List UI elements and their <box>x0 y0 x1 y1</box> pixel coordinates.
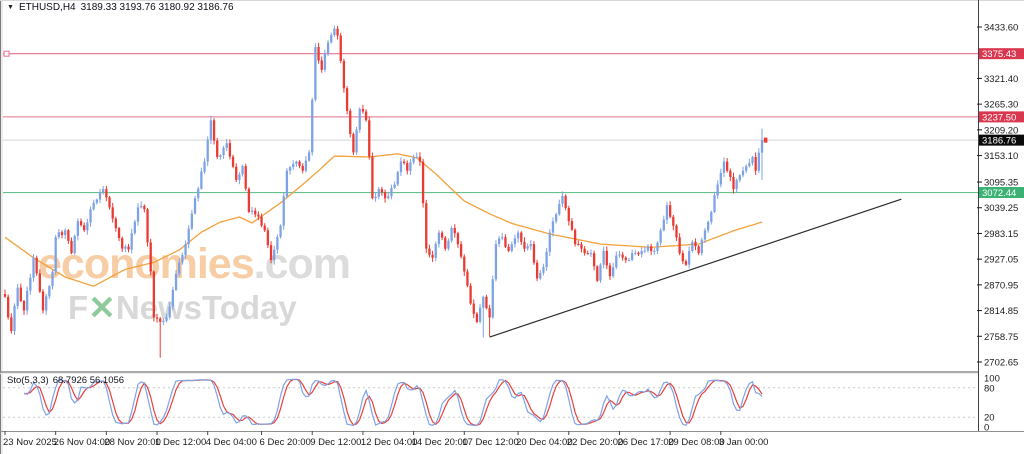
price-tick-label: 3095.35 <box>984 178 1018 189</box>
indicator-label: Sto(5,3,3) 68.7926 56.1056 <box>7 375 128 386</box>
chart-plot-area[interactable] <box>3 0 978 371</box>
price-tick-label: 2758.75 <box>984 332 1018 343</box>
indicator-name: Sto(5,3,3) <box>7 375 49 386</box>
price-tick-label: 2814.85 <box>984 306 1018 317</box>
symbol-label: ETHUSD,H4 <box>18 2 76 13</box>
price-badge <box>979 48 1024 60</box>
time-tick-label: 6 Dec 20:00 <box>260 437 311 448</box>
stoch-axis-label: 100 <box>984 374 1000 385</box>
price-tick-label: 2702.65 <box>984 357 1018 368</box>
price-tick-label: 3209.20 <box>984 125 1018 136</box>
time-axis[interactable] <box>0 431 1024 454</box>
price-tick-label: 2983.15 <box>984 229 1018 240</box>
time-tick-label: 23 Nov 2025 <box>3 437 57 448</box>
time-tick-label: 4 Dec 04:00 <box>206 437 257 448</box>
symbol-ohlc-readout: 3189.33 3193.76 3180.92 3186.76 <box>80 2 234 13</box>
indicator-values: 68.7926 56.1056 <box>52 375 125 386</box>
price-tick-label: 2927.05 <box>984 255 1018 266</box>
last-price-marker <box>763 137 768 143</box>
price-badge-label: 3186.76 <box>982 136 1016 147</box>
time-tick-label: 26 Nov 04:00 <box>54 437 111 448</box>
stoch-axis-label: 20 <box>984 413 995 424</box>
time-tick-label: 12 Dec 04:00 <box>361 437 418 448</box>
ascending-trendline[interactable] <box>489 198 902 338</box>
time-tick-label: 22 Dec 20:00 <box>567 437 624 448</box>
stoch-signal-line <box>23 378 763 426</box>
time-tick-label: 26 Dec 17:00 <box>617 437 674 448</box>
symbol-title-bar: ▼ ETHUSD,H4 3189.33 3193.76 3180.92 3186… <box>7 2 234 13</box>
price-badge-label: 3375.43 <box>982 49 1016 60</box>
line-anchor-handle[interactable] <box>3 50 10 57</box>
price-badge <box>979 111 1024 123</box>
price-badge <box>979 187 1024 199</box>
price-tick-label: 3321.40 <box>984 74 1018 85</box>
stoch-main-line <box>23 378 763 427</box>
time-tick-label: 3 Jan 00:00 <box>719 437 769 448</box>
time-tick-label: 28 Nov 20:00 <box>104 437 161 448</box>
price-badge <box>979 134 1024 146</box>
candlestick-series <box>3 25 764 358</box>
price-tick-label: 3153.10 <box>984 151 1018 162</box>
symbol-dropdown-icon[interactable]: ▼ <box>7 4 14 11</box>
stoch-axis-label: 80 <box>984 383 995 394</box>
price-tick-label: 3265.30 <box>984 100 1018 111</box>
price-axis[interactable] <box>979 0 1024 431</box>
time-tick-label: 20 Dec 04:00 <box>516 437 573 448</box>
time-tick-label: 14 Dec 20:00 <box>412 437 469 448</box>
price-tick-label: 2870.95 <box>984 280 1018 291</box>
time-tick-label: 17 Dec 12:00 <box>462 437 519 448</box>
time-tick-label: 9 Dec 12:00 <box>310 437 361 448</box>
time-tick-label: 29 Dec 08:00 <box>668 437 725 448</box>
price-badge-label: 3237.50 <box>982 112 1016 123</box>
price-tick-label: 3433.60 <box>984 23 1018 34</box>
price-badge-label: 3072.44 <box>982 188 1016 199</box>
price-tick-label: 3039.25 <box>984 203 1018 214</box>
indicator-pane[interactable] <box>3 374 978 431</box>
stoch-axis-label: 0 <box>984 423 989 434</box>
time-tick-label: 1 Dec 12:00 <box>155 437 206 448</box>
moving-average-line[interactable] <box>4 153 763 287</box>
